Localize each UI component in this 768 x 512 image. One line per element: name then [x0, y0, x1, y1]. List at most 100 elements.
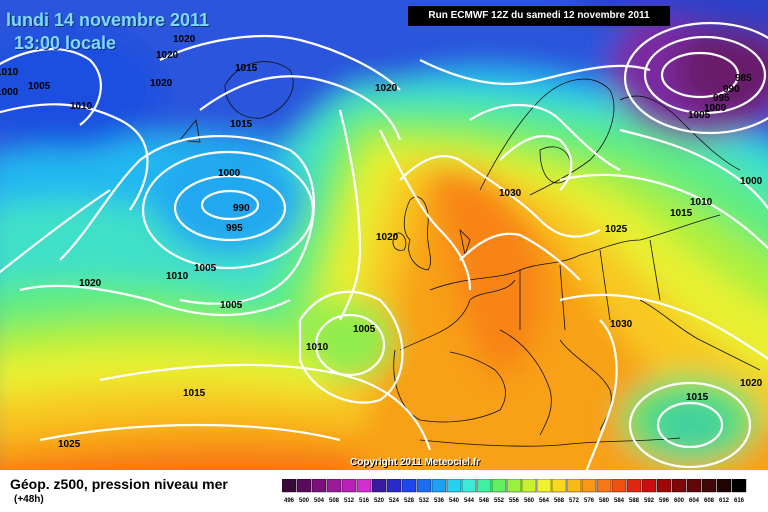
scale-swatch: [686, 479, 702, 493]
isobar-label: 1010: [70, 101, 93, 112]
scale-label: 504: [314, 498, 325, 504]
scale-label: 524: [389, 498, 400, 504]
scale-swatch: [386, 479, 402, 493]
isobar-label: 1030: [610, 319, 633, 330]
isobar-label: 1000: [218, 168, 241, 179]
scale-swatch: [701, 479, 717, 493]
scale-swatch: [551, 479, 567, 493]
scale-label: 512: [344, 498, 355, 504]
scale-label: 500: [299, 498, 310, 504]
scale-label: 544: [464, 498, 475, 504]
scale-label: 604: [689, 498, 700, 504]
isobar-label: 995: [713, 93, 730, 104]
scale-swatch: [656, 479, 672, 493]
scale-label: 592: [644, 498, 655, 504]
scale-swatch: [461, 479, 477, 493]
scale-label: 536: [434, 498, 445, 504]
forecast-time: 13:00 locale: [14, 33, 117, 53]
isobar-label: 1015: [230, 119, 253, 130]
isobar-label: 1025: [58, 439, 81, 450]
scale-label: 520: [374, 498, 385, 504]
scale-swatch: [731, 479, 747, 493]
scale-label: 616: [734, 498, 745, 504]
scale-label: 532: [419, 498, 430, 504]
isobar-label: 1020: [79, 278, 102, 289]
scale-swatch: [431, 479, 447, 493]
map-graphic: 1010 1020 1020 1015 1005 1010 1000 1000 …: [0, 0, 768, 470]
isobar-label: 1015: [183, 388, 206, 399]
isobar-label: 1005: [28, 81, 51, 92]
isobar-label: 1000: [704, 103, 727, 114]
isobar-label: 1005: [353, 324, 376, 335]
isobar-label: 1010: [306, 342, 329, 353]
isobar-label: 990: [233, 203, 250, 214]
isobar-labels: 1010 1020 1020 1015 1005 1010 1000 1000 …: [0, 34, 763, 450]
scale-swatch: [671, 479, 687, 493]
scale-label: 576: [584, 498, 595, 504]
isobar-label: 990: [723, 84, 740, 95]
scale-swatch: [401, 479, 417, 493]
scale-swatch: [716, 479, 732, 493]
scale-label: 568: [554, 498, 565, 504]
run-info: Run ECMWF 12Z du samedi 12 novembre 2011: [408, 6, 670, 26]
isobar-label: 1015: [670, 208, 693, 219]
legend-title: Géop. z500, pression niveau mer: [10, 476, 228, 492]
isobar-label: 1000: [0, 87, 19, 98]
scale-swatch: [506, 479, 522, 493]
isobar-label: 995: [226, 223, 243, 234]
isobar-label: 1010: [690, 197, 713, 208]
scale-label: 564: [539, 498, 550, 504]
isobar-label: 1020: [740, 378, 763, 389]
isobar-label: 1015: [235, 63, 258, 74]
scale-label: 552: [494, 498, 505, 504]
scale-swatch: [311, 479, 327, 493]
scale-swatch: [476, 479, 492, 493]
scale-swatch: [416, 479, 432, 493]
isobars: [0, 21, 768, 470]
scale-swatch: [296, 479, 312, 493]
scale-swatch: [566, 479, 582, 493]
scale-swatch: [341, 479, 357, 493]
isobar-label: 1005: [688, 110, 711, 121]
scale-label: 612: [719, 498, 730, 504]
scale-swatch: [611, 479, 627, 493]
scale-label: 496: [284, 498, 295, 504]
scale-swatch: [596, 479, 612, 493]
scale-swatch: [282, 479, 297, 493]
scale-swatch: [371, 479, 387, 493]
isobar-label: 1020: [150, 78, 173, 89]
isobar-label: 1030: [499, 188, 522, 199]
scale-label: 608: [704, 498, 715, 504]
color-scale: 496 500 504 508 512 516 520 524 528 532 536 540 544 5…: [282, 479, 747, 504]
scale-swatch: [626, 479, 642, 493]
forecast-date: lundi 14 novembre 2011: [6, 10, 210, 30]
isobar-label: 1010: [166, 271, 189, 282]
scale-label: 580: [599, 498, 610, 504]
scale-swatch: [641, 479, 657, 493]
scale-label: 600: [674, 498, 685, 504]
scale-swatch: [356, 479, 372, 493]
scale-swatch: [446, 479, 462, 493]
scale-swatch: [581, 479, 597, 493]
isobar-label: 1025: [605, 224, 628, 235]
isobar-label: 1000: [740, 176, 763, 187]
scale-label: 572: [569, 498, 580, 504]
scale-label: 556: [509, 498, 520, 504]
legend-subtitle: (+48h): [14, 494, 44, 505]
isobar-label: 1020: [173, 34, 196, 45]
geopotential-field: [0, 0, 768, 470]
isobar-label: 985: [735, 73, 752, 84]
copyright: Copyright 2011 Meteociel.fr: [350, 457, 481, 468]
isobar-label: 1020: [156, 50, 179, 61]
scale-swatch: [521, 479, 537, 493]
isobar-label: 1015: [686, 392, 709, 403]
scale-label: 540: [449, 498, 460, 504]
scale-swatch: [326, 479, 342, 493]
isobar-label: 1005: [194, 263, 217, 274]
scale-label: 560: [524, 498, 535, 504]
scale-swatch: [491, 479, 507, 493]
scale-label: 584: [614, 498, 625, 504]
isobar-label: 1010: [0, 67, 19, 78]
scale-label: 516: [359, 498, 370, 504]
forecast-map: 1010 1020 1020 1015 1005 1010 1000 1000 …: [0, 0, 768, 470]
